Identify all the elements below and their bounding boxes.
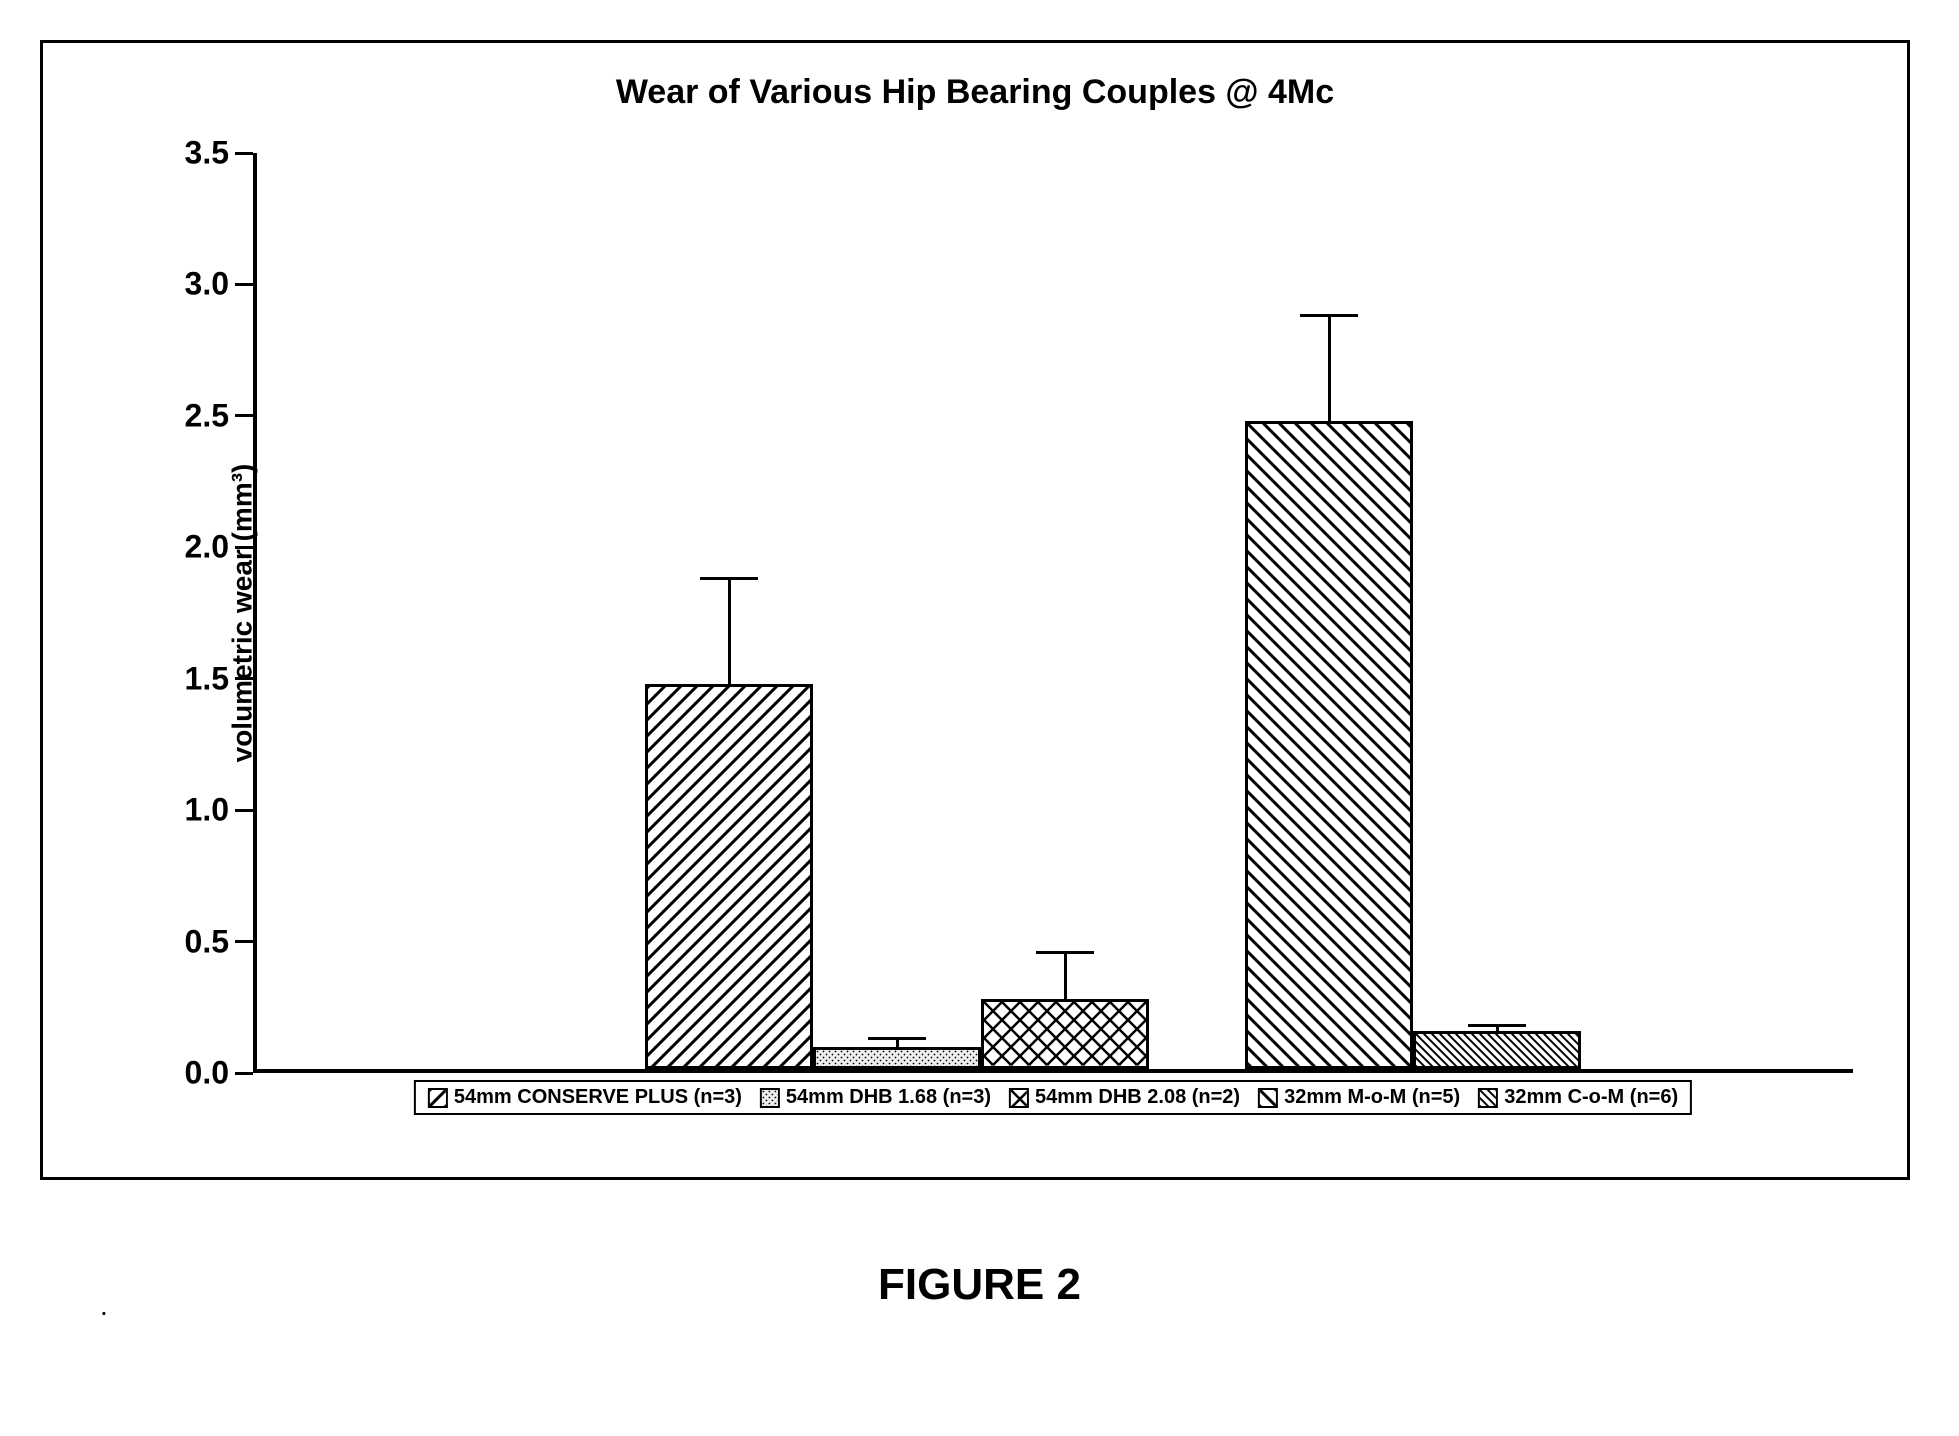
legend-item: 54mm DHB 1.68 (n=3) <box>760 1086 991 1109</box>
y-tick <box>235 546 253 549</box>
bar <box>1245 421 1413 1069</box>
legend-swatch <box>760 1088 780 1108</box>
stray-dot: . <box>100 1290 108 1322</box>
y-tick <box>235 677 253 680</box>
legend-label: 32mm C-o-M (n=6) <box>1504 1086 1678 1109</box>
y-tick-label: 1.5 <box>185 660 229 697</box>
bar <box>981 999 1149 1069</box>
legend-label: 32mm M-o-M (n=5) <box>1284 1086 1460 1109</box>
legend-item: 32mm M-o-M (n=5) <box>1258 1086 1460 1109</box>
x-axis <box>253 1069 1853 1073</box>
chart-title: Wear of Various Hip Bearing Couples @ 4M… <box>43 73 1907 112</box>
y-tick <box>235 1072 253 1075</box>
error-bar-stem <box>1064 952 1067 999</box>
page: Wear of Various Hip Bearing Couples @ 4M… <box>0 0 1959 1436</box>
y-axis-title: volumetric wear (mm³) <box>226 464 258 763</box>
legend-swatch <box>428 1088 448 1108</box>
legend: 54mm CONSERVE PLUS (n=3) 54mm DHB 1.68 (n… <box>414 1080 1692 1115</box>
y-tick <box>235 283 253 286</box>
y-tick-label: 3.5 <box>185 135 229 172</box>
legend-label: 54mm DHB 2.08 (n=2) <box>1035 1086 1240 1109</box>
y-tick <box>235 152 253 155</box>
y-tick-label: 1.0 <box>185 792 229 829</box>
legend-item: 54mm DHB 2.08 (n=2) <box>1009 1086 1240 1109</box>
error-bar-cap <box>1036 951 1095 954</box>
error-bar-cap <box>1300 314 1359 317</box>
legend-label: 54mm CONSERVE PLUS (n=3) <box>454 1086 742 1109</box>
y-tick-label: 2.0 <box>185 529 229 566</box>
figure-caption: FIGURE 2 <box>0 1260 1959 1310</box>
error-bar-cap <box>700 577 759 580</box>
error-bar-cap <box>1468 1024 1527 1027</box>
legend-item: 32mm C-o-M (n=6) <box>1478 1086 1678 1109</box>
bar <box>1413 1031 1581 1069</box>
legend-item: 54mm CONSERVE PLUS (n=3) <box>428 1086 742 1109</box>
bar <box>813 1047 981 1069</box>
y-tick-label: 3.0 <box>185 266 229 303</box>
y-tick <box>235 414 253 417</box>
bar <box>645 684 813 1069</box>
error-bar-stem <box>1328 316 1331 421</box>
error-bar-cap <box>868 1037 927 1040</box>
y-tick <box>235 940 253 943</box>
y-tick-label: 0.5 <box>185 923 229 960</box>
plot-area: volumetric wear (mm³) 54mm CONSERVE PLUS… <box>253 153 1853 1073</box>
legend-swatch <box>1009 1088 1029 1108</box>
y-tick <box>235 809 253 812</box>
y-tick-label: 0.0 <box>185 1055 229 1092</box>
error-bar-stem <box>728 579 731 684</box>
y-tick-label: 2.5 <box>185 397 229 434</box>
legend-swatch <box>1258 1088 1278 1108</box>
legend-label: 54mm DHB 1.68 (n=3) <box>786 1086 991 1109</box>
chart-frame: Wear of Various Hip Bearing Couples @ 4M… <box>40 40 1910 1180</box>
legend-swatch <box>1478 1088 1498 1108</box>
